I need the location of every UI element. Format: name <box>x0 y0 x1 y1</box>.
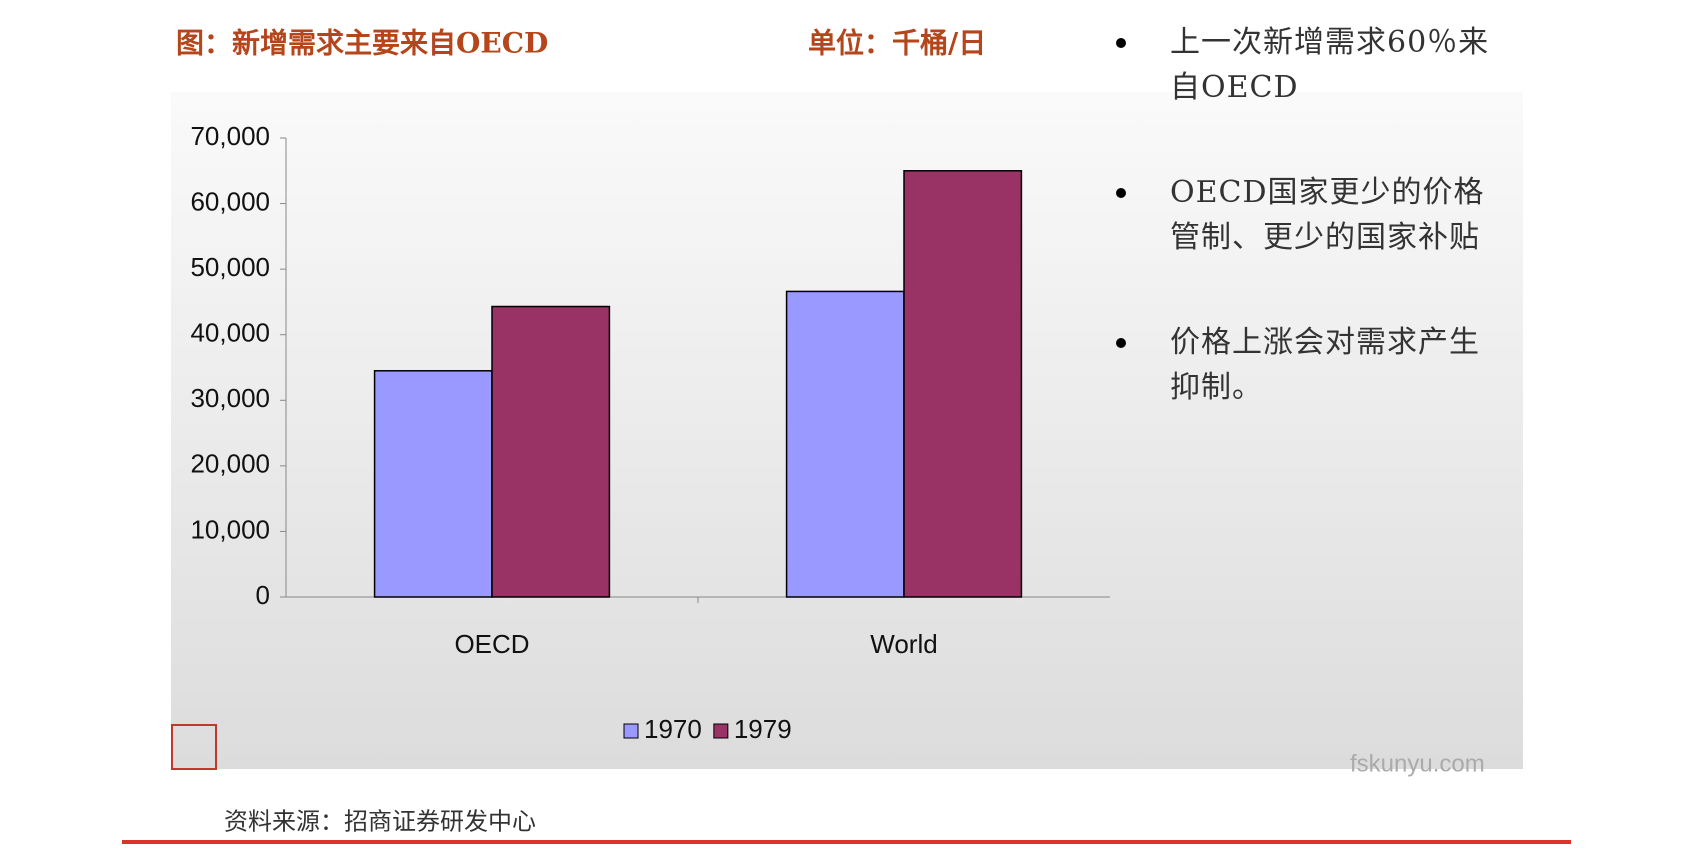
y-tick-label: 40,000 <box>190 318 270 348</box>
x-tick-label: World <box>870 629 937 659</box>
bar <box>491 305 611 598</box>
bullet-text: 价格上涨会对需求产生抑制。 <box>1170 325 1480 405</box>
bullet-text: OECD国家更少的价格管制、更少的国家补贴 <box>1170 175 1485 255</box>
legend-label: 1970 <box>644 714 702 744</box>
y-tick-label: 20,000 <box>190 449 270 479</box>
y-tick-label: 0 <box>256 580 270 610</box>
y-tick-label: 30,000 <box>190 383 270 413</box>
bar <box>785 290 905 598</box>
y-tick-label: 60,000 <box>190 186 270 216</box>
bullet-dot <box>1116 338 1126 348</box>
y-tick-label: 70,000 <box>190 121 270 151</box>
unit-label: 单位：千桶/日 <box>808 27 986 60</box>
legend-swatch <box>623 723 639 739</box>
bullet-dot <box>1116 188 1126 198</box>
x-tick-label: OECD <box>454 629 529 659</box>
seal <box>171 724 217 770</box>
bullet-text: 上一次新增需求60％来自OECD <box>1170 25 1490 105</box>
y-tick-label: 50,000 <box>190 252 270 282</box>
y-tick-label: 10,000 <box>190 514 270 544</box>
legend-swatch <box>713 723 729 739</box>
bullet-dot <box>1116 38 1126 48</box>
source: 资料来源：招商证券研发中心 <box>224 808 536 836</box>
bar <box>903 170 1023 598</box>
legend-label: 1979 <box>734 714 792 744</box>
chart-title: 图：新增需求主要来自OECD <box>176 27 548 60</box>
watermark: fskunyu.com <box>1350 750 1485 777</box>
bar <box>373 370 493 598</box>
